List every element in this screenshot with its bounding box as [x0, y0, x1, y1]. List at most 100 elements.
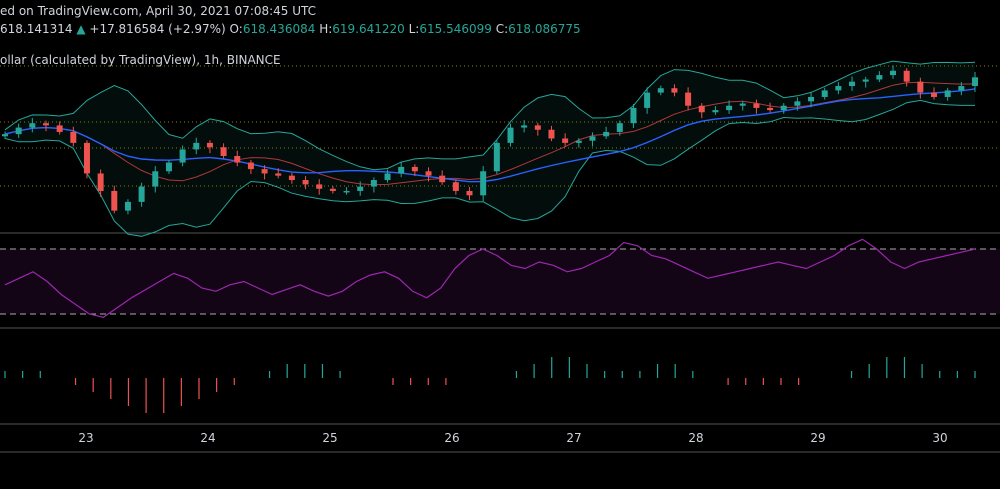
candle-body — [753, 103, 760, 108]
rsi-band-fill — [0, 249, 1000, 314]
candle-body — [384, 173, 391, 181]
candle-body — [261, 169, 268, 174]
candle-body — [398, 166, 405, 174]
candle-body — [138, 186, 145, 202]
candle-body — [302, 180, 309, 185]
candle-body — [808, 96, 815, 102]
x-tick-label: 23 — [78, 431, 93, 445]
candle-body — [111, 190, 118, 211]
candle-body — [548, 129, 555, 139]
candle-body — [357, 186, 364, 191]
candle-body — [685, 92, 692, 106]
candle-body — [97, 173, 104, 191]
candle-body — [780, 105, 787, 111]
candle-body — [329, 188, 336, 191]
x-tick-label: 27 — [566, 431, 581, 445]
low-value: 615.546099 — [419, 22, 492, 36]
candle-body — [152, 171, 159, 187]
candle-body — [726, 105, 733, 111]
candle-body — [411, 166, 418, 172]
candle-body — [165, 162, 172, 172]
candle-body — [343, 190, 350, 193]
candle-body — [2, 134, 8, 137]
candle-body — [603, 131, 610, 137]
candle-body — [466, 190, 473, 196]
candle-body — [794, 101, 801, 106]
x-tick-label: 26 — [444, 431, 459, 445]
top-info-bar: ed on TradingView.com, April 30, 2021 07… — [0, 0, 1000, 44]
candle-body — [316, 184, 323, 189]
candle-body — [712, 110, 719, 113]
ma-slow — [4, 88, 976, 183]
candle-body — [739, 103, 746, 106]
candle-body — [193, 142, 200, 150]
candle-body — [206, 142, 213, 148]
candle-body — [452, 182, 459, 191]
candle-body — [931, 92, 938, 97]
open-value: 618.436084 — [242, 22, 316, 36]
change-up-icon: ▲ — [76, 22, 90, 36]
candle-body — [521, 125, 528, 128]
candle-body — [83, 142, 90, 174]
candle-body — [671, 88, 678, 93]
candle-body — [56, 125, 63, 132]
candle-body — [616, 123, 623, 132]
candle-body — [821, 90, 828, 97]
candle-body — [644, 92, 651, 108]
candle-body — [70, 131, 77, 143]
symbol-title: ollar (calculated by TradingView), 1h, B… — [0, 53, 281, 67]
candle-body — [972, 77, 978, 87]
ohlc-line: 618.141314 ▲ +17.816584 (+2.97%) O:618.4… — [0, 22, 581, 36]
candle-body — [903, 70, 910, 82]
x-tick-label: 28 — [688, 431, 703, 445]
candle-body — [179, 149, 186, 163]
candle-body — [275, 173, 282, 176]
candle-body — [370, 180, 377, 187]
candle-body — [630, 107, 637, 124]
published-line: ed on TradingView.com, April 30, 2021 07… — [0, 4, 317, 18]
candle-body — [698, 105, 705, 113]
candle-body — [876, 75, 883, 80]
last-price: 618.141314 — [0, 22, 73, 36]
x-tick-label: 30 — [932, 431, 947, 445]
candle-body — [439, 175, 446, 183]
candle-body — [575, 140, 582, 143]
candle-body — [958, 86, 965, 91]
high-value: 619.641220 — [332, 22, 405, 36]
low-label: L: — [408, 22, 420, 36]
rsi-line — [4, 238, 976, 318]
candle-body — [42, 123, 49, 126]
candle-body — [917, 81, 924, 93]
candle-body — [507, 127, 514, 143]
candle-body — [835, 86, 842, 91]
x-tick-label: 29 — [810, 431, 825, 445]
candle-body — [124, 201, 131, 211]
candle-body — [288, 175, 295, 181]
candle-body — [589, 136, 596, 141]
candle-body — [247, 162, 254, 170]
candle-body — [425, 171, 432, 176]
ma-fast — [4, 81, 976, 186]
bollinger-upper — [4, 60, 976, 171]
x-tick-label: 24 — [200, 431, 215, 445]
candle-body — [534, 125, 541, 130]
close-value: 618.086775 — [508, 22, 581, 36]
candle-body — [657, 88, 664, 93]
candle-body — [480, 171, 487, 196]
candle-body — [493, 142, 500, 172]
candle-body — [890, 70, 897, 76]
candle-body — [234, 155, 241, 163]
candle-body — [862, 79, 869, 82]
candle-body — [562, 138, 569, 143]
candle-body — [849, 81, 856, 87]
open-label: O: — [229, 22, 243, 36]
candle-body — [944, 90, 951, 97]
candle-body — [15, 127, 22, 135]
candle-body — [29, 123, 36, 128]
candle-body — [767, 107, 774, 111]
bollinger-lower — [4, 99, 975, 237]
x-tick-label: 25 — [322, 431, 337, 445]
close-label: C: — [495, 22, 509, 36]
candle-body — [220, 147, 227, 156]
